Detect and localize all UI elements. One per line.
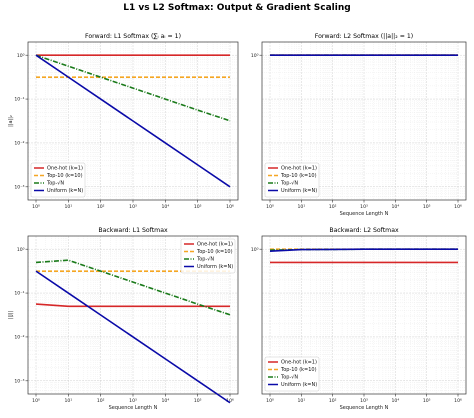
- chart-panel-4: Backward: L2 Softmax 10⁰ 10¹ 10² 10³ 10⁴ 10⁵ 10…: [251, 227, 467, 411]
- x-tick-label: 10⁶: [226, 204, 234, 210]
- legend-label: Uniform (k=N): [47, 188, 83, 194]
- legend-box: [264, 356, 320, 392]
- x-tick-label: 10³: [360, 398, 368, 404]
- series-line-3: [35, 54, 231, 122]
- legend-label: Top-√N: [280, 375, 298, 381]
- legend-label: One-hot (k=1): [281, 360, 317, 366]
- legend-box: [180, 238, 236, 274]
- chart-panel-2: Forward: L2 Softmax (||a||₂ = 1) 10⁰ 10¹ 10…: [251, 33, 467, 217]
- legend-label: Uniform (k=N): [197, 264, 233, 270]
- x-tick-label: 10²: [329, 204, 337, 210]
- x-tick-label: 10⁶: [454, 204, 462, 210]
- legend-label: Top-10 (k=10): [280, 173, 317, 179]
- series-line-1: [35, 303, 230, 308]
- x-tick-label: 10⁵: [194, 398, 202, 404]
- legend-label: Uniform (k=N): [281, 188, 317, 194]
- y-tick-label: 10⁰: [17, 247, 25, 253]
- x-tick-label: 10⁶: [226, 398, 234, 404]
- x-tick-label: 10⁴: [391, 204, 399, 210]
- legend: One-hot (k=1)Top-10 (k=10) Top-√NUniform …: [264, 162, 320, 198]
- x-tick-label: 10⁴: [391, 398, 399, 404]
- x-tick-label: 10⁶: [454, 398, 462, 404]
- x-tick-label: 10⁰: [32, 204, 40, 210]
- x-axis-label: Sequence Length N: [109, 405, 158, 411]
- x-tick-label: 10²: [329, 398, 337, 404]
- legend-label: Uniform (k=N): [281, 382, 317, 388]
- y-tick-label: 10⁰: [251, 53, 259, 59]
- figure-title: L1 vs L2 Softmax: Output & Gradient Scal…: [123, 3, 350, 13]
- x-tick-label: 10⁰: [266, 398, 274, 404]
- series-line-4: [35, 270, 231, 404]
- x-tick-label: 10⁵: [423, 204, 431, 210]
- x-tick-label: 10⁵: [423, 398, 431, 404]
- x-tick-label: 10⁰: [32, 398, 40, 404]
- legend-label: Top-10 (k=10): [280, 367, 317, 373]
- y-tick-label: 10⁻²: [14, 335, 24, 341]
- x-tick-label: 10¹: [297, 204, 305, 210]
- x-tick-label: 10¹: [297, 398, 305, 404]
- y-tick-label: 10⁻³: [14, 378, 24, 384]
- x-tick-label: 10⁴: [161, 204, 169, 210]
- panel-title: Backward: L2 Softmax: [329, 227, 399, 234]
- legend: One-hot (k=1)Top-10 (k=10) Top-√NUniform …: [180, 238, 236, 274]
- x-tick-label: 10⁴: [161, 398, 169, 404]
- x-tick-label: 10²: [97, 398, 105, 404]
- x-tick-label: 10³: [360, 204, 368, 210]
- legend: One-hot (k=1)Top-10 (k=10) Top-√NUniform …: [30, 162, 86, 198]
- x-tick-label: 10⁰: [266, 204, 274, 210]
- x-axis-label: Sequence Length N: [340, 211, 389, 217]
- series-line-3: [35, 259, 231, 316]
- panel-title: Forward: L2 Softmax (||a||₂ = 1): [315, 33, 413, 40]
- y-tick-label: 10⁰: [251, 247, 259, 253]
- x-tick-label: 10⁵: [194, 204, 202, 210]
- x-tick-label: 10¹: [64, 398, 72, 404]
- x-tick-label: 10³: [129, 398, 137, 404]
- x-tick-label: 10¹: [64, 204, 72, 210]
- y-tick-label: 10⁻³: [14, 184, 24, 190]
- legend-label: Top-10 (k=10): [46, 173, 83, 179]
- series-line-4: [269, 248, 458, 253]
- x-axis-label: Sequence Length N: [340, 405, 389, 411]
- legend-label: One-hot (k=1): [197, 242, 233, 248]
- y-axis-label: ||a||₂: [8, 115, 14, 127]
- chart-panel-3: Backward: L1 Softmax 10⁰ 10¹ 10² 10³ 10⁴ 10⁵ 10…: [8, 227, 239, 411]
- x-tick-label: 10³: [129, 204, 137, 210]
- legend: One-hot (k=1)Top-10 (k=10) Top-√NUniform …: [264, 356, 320, 392]
- y-tick-label: 10⁰: [17, 53, 25, 59]
- y-tick-label: 10⁻²: [14, 141, 24, 147]
- y-axis-label: ||J||: [8, 311, 14, 320]
- legend-label: Top-√N: [46, 181, 64, 187]
- y-tick-label: 10⁻¹: [14, 97, 24, 103]
- legend-label: Top-√N: [196, 257, 214, 263]
- legend-label: One-hot (k=1): [47, 166, 83, 172]
- x-tick-label: 10²: [97, 204, 105, 210]
- chart-panel-1: Forward: L1 Softmax (∑ᵢ aᵢ = 1) 10⁰ 10¹ 10²…: [8, 33, 239, 210]
- legend-box: [30, 162, 86, 198]
- panel-title: Forward: L1 Softmax (∑ᵢ aᵢ = 1): [85, 33, 181, 40]
- legend-box: [264, 162, 320, 198]
- legend-label: One-hot (k=1): [281, 166, 317, 172]
- panel-title: Backward: L1 Softmax: [98, 227, 168, 234]
- series-line-4: [35, 54, 231, 188]
- legend-label: Top-√N: [280, 181, 298, 187]
- y-tick-label: 10⁻¹: [14, 291, 24, 297]
- legend-label: Top-10 (k=10): [196, 249, 233, 255]
